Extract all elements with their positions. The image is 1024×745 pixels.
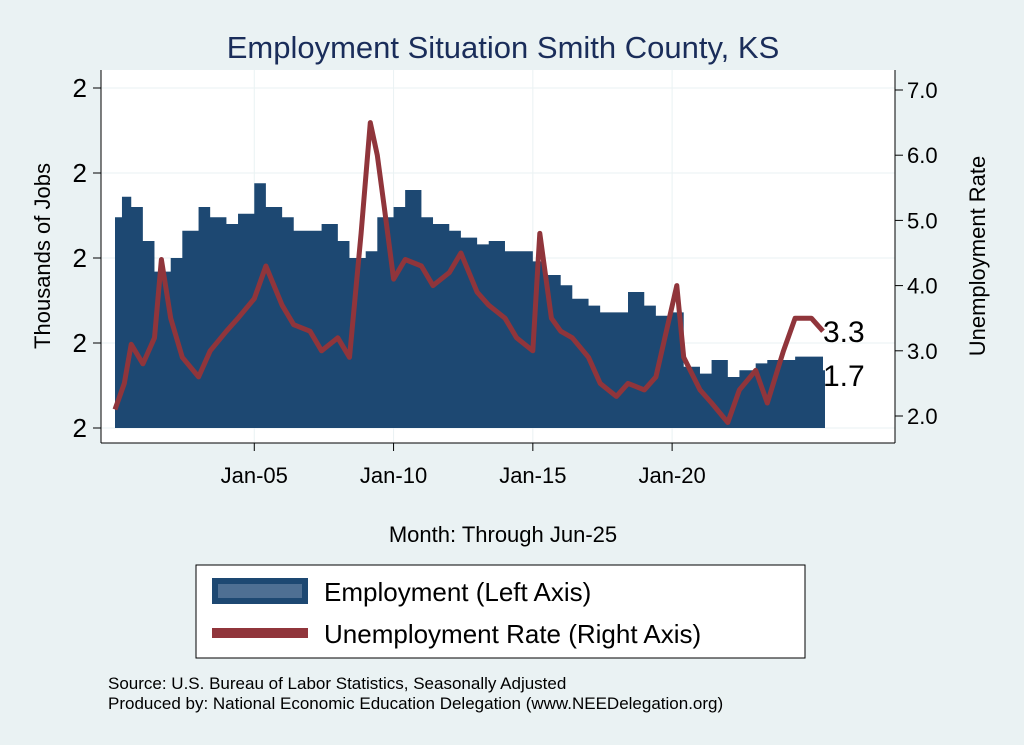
legend-employment-label: Employment (Left Axis): [324, 577, 591, 607]
right-axis-ticks: 7.0 6.0 5.0 4.0 3.0 2.0: [895, 78, 938, 429]
unemployment-end-label: 3.3: [823, 316, 865, 349]
x-tick-label: Jan-10: [360, 463, 427, 488]
legend-unemployment-swatch: [212, 628, 308, 638]
legend-employment-swatch-inner: [218, 584, 302, 598]
producer-note: Produced by: National Economic Education…: [108, 694, 723, 713]
source-note: Source: U.S. Bureau of Labor Statistics,…: [108, 674, 566, 693]
employment-area: [115, 183, 825, 428]
x-tick-label: Jan-05: [221, 463, 288, 488]
right-axis-title: Unemployment Rate: [965, 156, 990, 357]
right-tick-label: 6.0: [907, 143, 938, 168]
legend-unemployment-label: Unemployment Rate (Right Axis): [324, 619, 701, 649]
x-tick-label: Jan-15: [499, 463, 566, 488]
left-tick-label: 2: [73, 413, 87, 443]
right-tick-label: 5.0: [907, 208, 938, 233]
left-axis-ticks: 2 2 2 2 2: [73, 73, 101, 443]
right-tick-label: 4.0: [907, 274, 938, 299]
right-tick-label: 3.0: [907, 339, 938, 364]
chart-title: Employment Situation Smith County, KS: [227, 30, 780, 65]
unemployment-line: [112, 120, 825, 425]
left-tick-label: 2: [73, 73, 87, 103]
x-axis-title: Month: Through Jun-25: [389, 522, 617, 547]
right-tick-label: 2.0: [907, 404, 938, 429]
left-axis-title: Thousands of Jobs: [30, 163, 55, 349]
legend: Employment (Left Axis) Unemployment Rate…: [195, 564, 806, 659]
left-tick-label: 2: [73, 158, 87, 188]
right-tick-label: 7.0: [907, 78, 938, 103]
x-tick-label: Jan-20: [638, 463, 705, 488]
employment-end-label: 1.7: [823, 360, 865, 393]
left-tick-label: 2: [73, 328, 87, 358]
left-tick-label: 2: [73, 243, 87, 273]
x-axis-ticks: Jan-05 Jan-10 Jan-15 Jan-20: [221, 443, 706, 488]
